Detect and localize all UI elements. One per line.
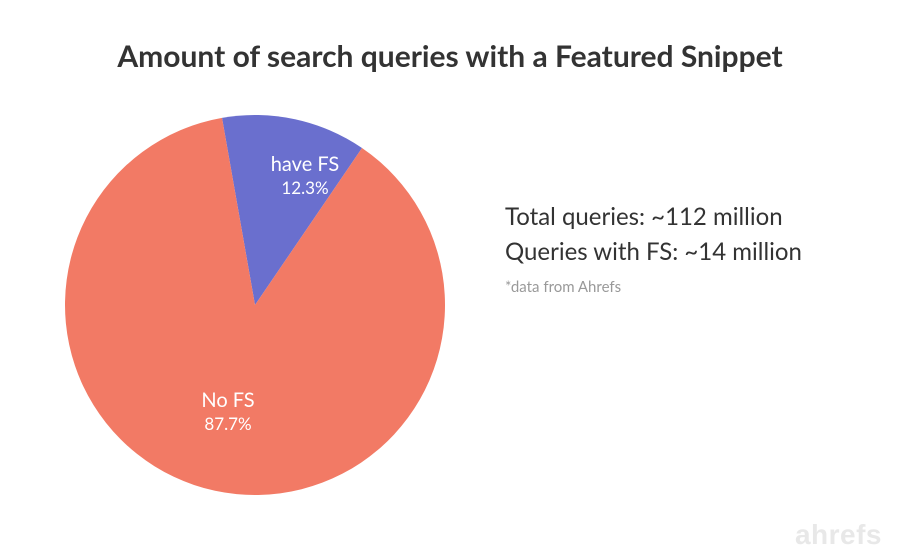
stats-block: Total queries: ~112 million Queries with… <box>505 200 802 296</box>
brand-logo: ahrefs <box>795 519 882 551</box>
chart-title: Amount of search queries with a Featured… <box>0 38 900 74</box>
pie-chart: have FS12.3%No FS87.7% <box>65 115 445 495</box>
pie-svg <box>65 115 445 495</box>
stats-footnote: *data from Ahrefs <box>505 278 802 296</box>
stat-queries-with-fs: Queries with FS: ~14 million <box>505 235 802 270</box>
stat-total-queries: Total queries: ~112 million <box>505 200 802 235</box>
